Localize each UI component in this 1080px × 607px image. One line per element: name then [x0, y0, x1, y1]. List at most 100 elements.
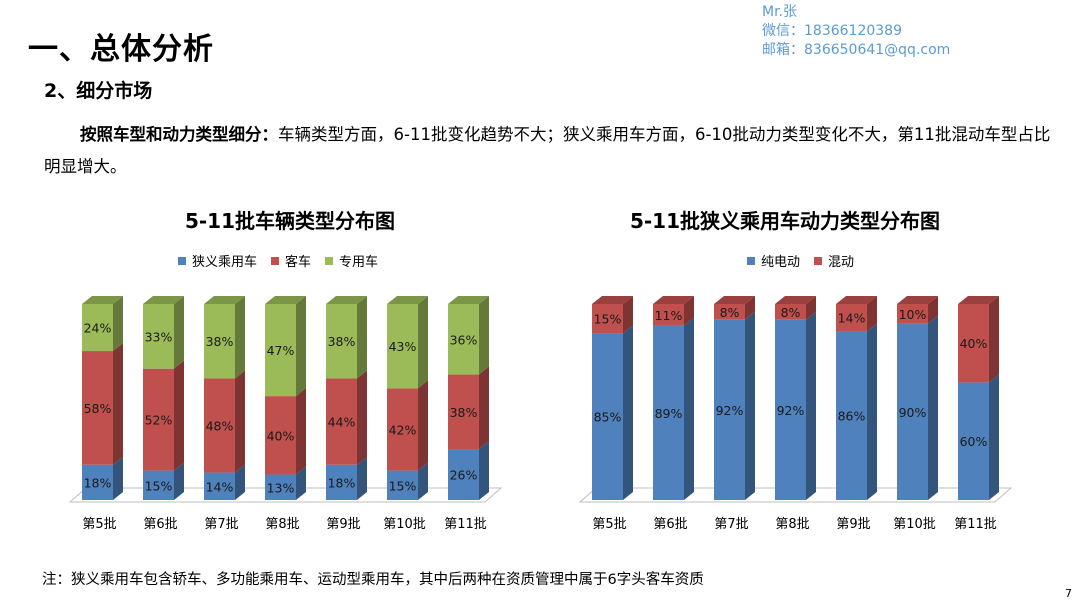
data-label: 33% — [145, 329, 173, 344]
data-label: 38% — [450, 405, 478, 420]
legend-item: 混动 — [814, 251, 854, 270]
data-label: 10% — [899, 307, 927, 322]
category-label: 第7批 — [714, 517, 748, 532]
paragraph-lead: 按照车型和动力类型细分： — [80, 125, 278, 144]
data-label: 90% — [899, 405, 927, 420]
data-label: 92% — [716, 403, 744, 418]
legend-swatch — [747, 256, 755, 265]
bar-segment — [448, 366, 489, 450]
bar-segment — [897, 296, 938, 324]
bar-segment — [958, 296, 999, 383]
legend-item: 客车 — [271, 251, 311, 270]
category-label: 第10批 — [383, 517, 426, 532]
legend-label: 混动 — [828, 255, 855, 270]
data-label: 60% — [960, 434, 988, 449]
category-label: 第9批 — [326, 517, 360, 532]
data-label: 15% — [389, 478, 417, 493]
bar-segment — [653, 296, 694, 326]
category-label: 第7批 — [204, 517, 238, 532]
bar-segment — [448, 441, 489, 500]
data-label: 40% — [960, 336, 988, 351]
data-label: 18% — [328, 475, 356, 490]
category-label: 第6批 — [143, 517, 177, 532]
contact-name: Mr.张 — [762, 4, 797, 20]
bar-segment — [714, 311, 755, 500]
data-label: 15% — [594, 312, 622, 327]
contact-wechat: 微信：18366120389 — [762, 23, 902, 39]
bar-segment — [775, 296, 816, 320]
contact-email: 邮箱：836650641@qq.com — [762, 42, 951, 58]
page-number: 7 — [1065, 587, 1072, 600]
bar-segment — [592, 325, 633, 500]
legend-item: 专用车 — [325, 251, 378, 270]
legend-swatch — [271, 256, 280, 265]
data-label: 8% — [781, 305, 801, 320]
bar-segment — [204, 296, 245, 379]
chart2-legend: 纯电动 混动 — [747, 251, 868, 270]
bar-segment — [143, 360, 184, 471]
category-label: 第11批 — [444, 517, 487, 532]
category-label: 第8批 — [775, 517, 809, 532]
bar-segment — [387, 380, 428, 471]
bar-segment — [143, 462, 184, 500]
bar-segment — [326, 456, 367, 500]
bar-segment — [387, 296, 428, 389]
category-label: 第10批 — [893, 517, 936, 532]
data-label: 58% — [84, 401, 112, 416]
data-label: 18% — [84, 475, 112, 490]
bar-segment — [836, 296, 877, 332]
bar-segment — [82, 296, 123, 352]
page-title: 一、总体分析 — [28, 32, 214, 67]
section-subtitle: 2、细分市场 — [44, 80, 153, 102]
bar-segment — [265, 296, 306, 397]
chart1-vehicle-type: 18% 58% 24% 第5批 15% 52% 33% 第6批 14% 48% 38% 第7批 13% 4… — [68, 296, 503, 532]
bar-segment — [714, 296, 755, 320]
category-label: 第5批 — [592, 517, 626, 532]
data-label: 13% — [267, 480, 295, 495]
chart2-power-type: 85% 15% 第5批 89% 11% 第6批 92% 8% 第7批 92% 8% 第8批 86% 14%… — [578, 296, 1013, 532]
category-label: 第11批 — [954, 517, 997, 532]
data-label: 14% — [838, 311, 866, 326]
data-label: 52% — [145, 413, 173, 428]
data-label: 26% — [450, 468, 478, 483]
bar-segment — [653, 317, 694, 500]
bar-segment — [592, 296, 633, 334]
bar-segment — [448, 296, 489, 375]
data-label: 92% — [777, 403, 805, 418]
category-label: 第8批 — [265, 517, 299, 532]
data-label: 24% — [84, 321, 112, 336]
bar-segment — [265, 388, 306, 475]
chart2-title: 5-11批狭义乘用车动力类型分布图 — [629, 209, 941, 233]
bar-segment — [82, 456, 123, 500]
data-label: 48% — [206, 419, 234, 434]
data-label: 14% — [206, 479, 234, 494]
bar-segment — [204, 464, 245, 500]
data-label: 47% — [267, 343, 295, 358]
bar-segment — [326, 370, 367, 465]
legend-swatch — [814, 256, 823, 265]
data-label: 43% — [389, 339, 417, 354]
legend-label: 纯电动 — [761, 255, 801, 270]
category-label: 第5批 — [82, 517, 116, 532]
data-label: 42% — [389, 422, 417, 437]
data-label: 36% — [450, 332, 478, 347]
bar-segment — [775, 311, 816, 500]
bar-segment — [897, 315, 938, 500]
data-label: 15% — [145, 478, 173, 493]
bar-segment — [265, 466, 306, 500]
data-label: 85% — [594, 410, 622, 425]
bar-segment — [836, 323, 877, 500]
chart1-title: 5-11批车辆类型分布图 — [184, 209, 396, 233]
data-label: 86% — [838, 409, 866, 424]
bar-segment — [958, 374, 999, 500]
contact-info: Mr.张 微信：18366120389 邮箱：836650641@qq.com — [762, 3, 950, 60]
category-label: 第6批 — [653, 517, 687, 532]
bar-segment — [82, 343, 123, 465]
legend-label: 专用车 — [339, 255, 379, 270]
data-label: 38% — [328, 334, 356, 349]
bar-segment — [387, 462, 428, 500]
data-label: 11% — [655, 308, 683, 323]
bar-segment — [204, 370, 245, 473]
bar-segment — [326, 296, 367, 379]
footnote: 注：狭义乘用车包含轿车、多功能乘用车、运动型乘用车，其中后两种在资质管理中属于6… — [42, 572, 704, 588]
